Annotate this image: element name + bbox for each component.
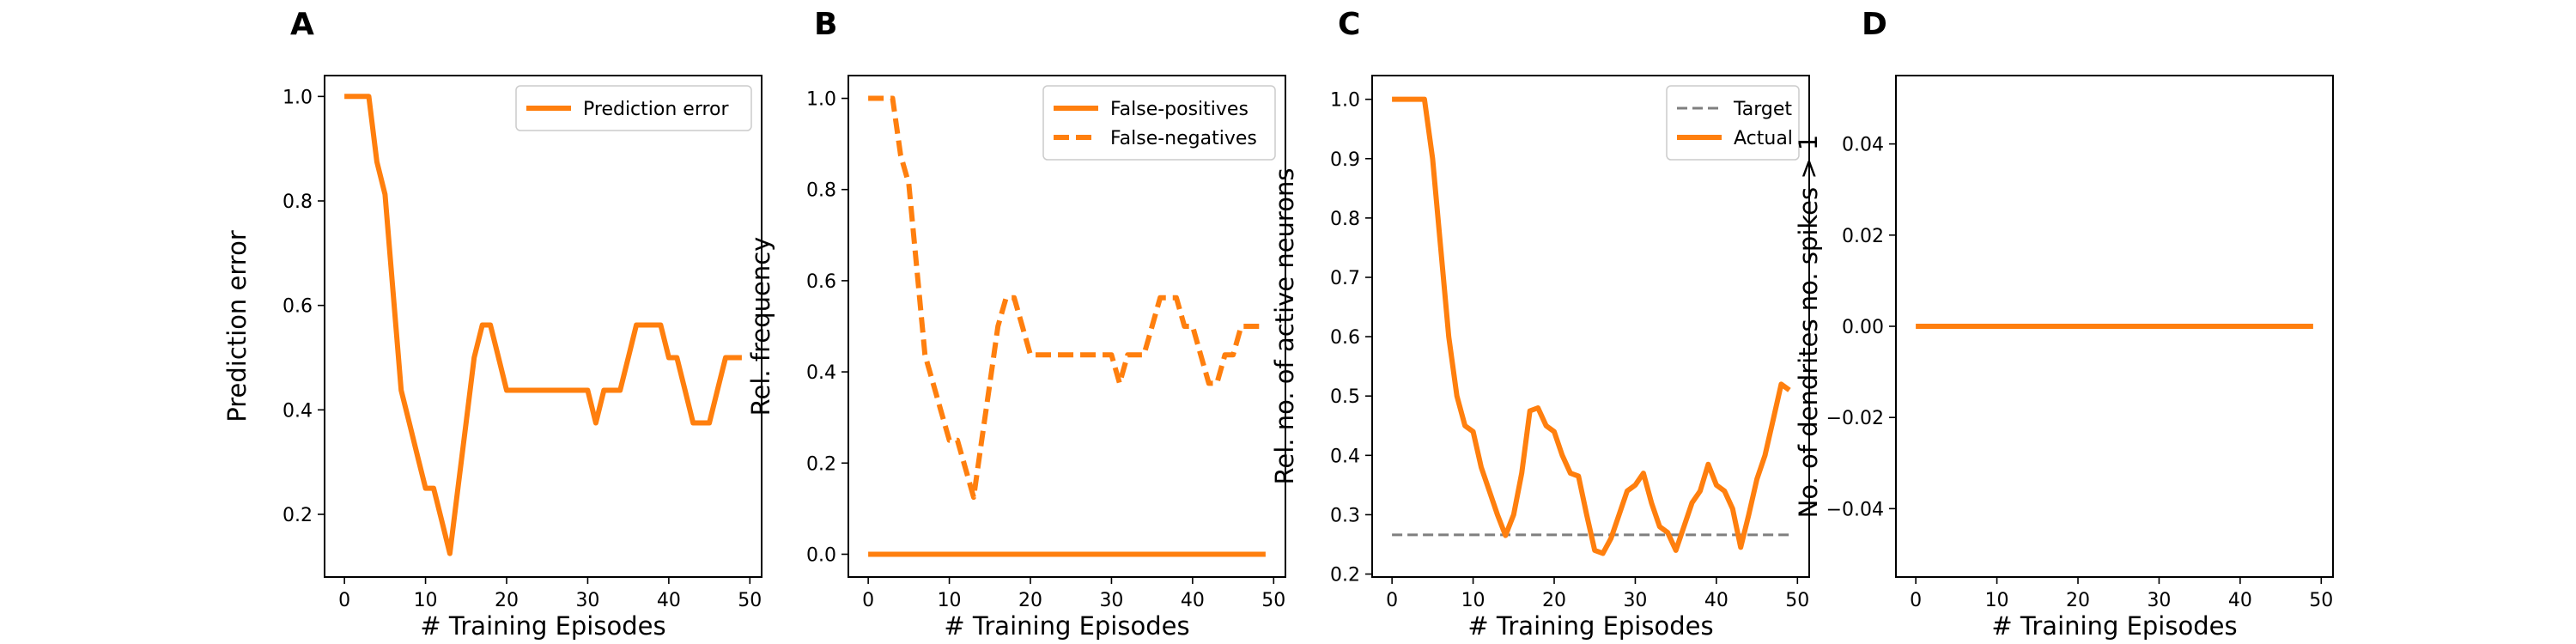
- axes-frame: [848, 75, 1286, 578]
- legend-box: [1042, 85, 1276, 161]
- legend-box: [1666, 85, 1800, 161]
- y-axis-label: No. of dendrites no. spikes > 1: [1794, 135, 1823, 519]
- x-tick-label: 50: [1261, 590, 1285, 611]
- panel-letter: B: [814, 7, 837, 42]
- x-tick-label: 50: [2309, 590, 2333, 611]
- x-tick-label: 30: [2147, 590, 2171, 611]
- x-tick-label: 10: [938, 590, 962, 611]
- legend: False-positives False-negatives: [1042, 85, 1276, 161]
- x-tick-label: 30: [575, 590, 599, 611]
- y-tick-label: 0.6: [806, 271, 836, 293]
- y-axis-label: Rel. frequency: [746, 237, 775, 416]
- legend: Prediction error: [515, 85, 752, 131]
- y-tick-label: 0.4: [1330, 446, 1360, 467]
- y-tick-label: 0.8: [283, 191, 313, 213]
- x-tick-label: 20: [1018, 590, 1042, 611]
- y-tick-label: −0.04: [1826, 499, 1884, 520]
- y-tick-label: 0.7: [1330, 268, 1360, 289]
- x-tick-label: 50: [1785, 590, 1809, 611]
- panel-letter: A: [290, 7, 314, 42]
- legend-box: [515, 85, 752, 131]
- y-tick-label: 0.02: [1842, 226, 1884, 247]
- axes-frame: [324, 75, 762, 578]
- x-tick-label: 10: [1985, 590, 2009, 611]
- y-tick-label: 0.00: [1842, 317, 1884, 338]
- y-tick-label: 0.2: [1330, 565, 1360, 586]
- series-line-actual: [1392, 96, 1791, 556]
- legend-label: False-negatives: [1110, 128, 1257, 149]
- x-tick-label: 0: [338, 590, 350, 611]
- x-axis-label: # Training Episodes: [1467, 611, 1713, 641]
- axes-frame: [1371, 75, 1810, 578]
- y-tick-label: 0.6: [1330, 327, 1360, 349]
- x-tick-label: 40: [2228, 590, 2252, 611]
- x-tick-label: 20: [2066, 590, 2090, 611]
- y-tick-label: 0.8: [806, 180, 836, 202]
- panel-letter: D: [1862, 7, 1887, 42]
- y-tick-label: 1.0: [1330, 90, 1360, 112]
- series-line-prediction-error: [344, 94, 742, 556]
- legend-label: Target: [1733, 99, 1792, 120]
- x-axis-label: # Training Episodes: [420, 611, 665, 641]
- y-tick-label: 0.2: [283, 505, 313, 526]
- y-tick-label: 0.5: [1330, 386, 1360, 408]
- y-tick-label: 1.0: [283, 87, 313, 108]
- y-tick-label: −0.02: [1826, 408, 1884, 429]
- x-tick-label: 10: [1461, 590, 1485, 611]
- chart-panel-a: A 0 10 20 30 40 50 0.2 0.4 0.6 0.8 1.0 # Training Ep…: [222, 7, 762, 641]
- x-tick-label: 30: [1623, 590, 1647, 611]
- x-tick-label: 50: [738, 590, 762, 611]
- x-tick-label: 40: [657, 590, 681, 611]
- chart-panel-c: C 0 10 20 30 40 50 0.2 0.3 0.4 0.5 0.6 0.7 0.8 0.9 1.0 #…: [1270, 7, 1810, 641]
- legend-label: Prediction error: [583, 99, 729, 120]
- y-axis-label: Rel. no. of active neurons: [1270, 168, 1299, 485]
- legend: Target Actual: [1666, 85, 1800, 161]
- y-tick-label: 0.4: [283, 400, 313, 422]
- legend-label: False-positives: [1110, 99, 1249, 120]
- series-line-false-negatives: [868, 95, 1266, 501]
- panel-letter: C: [1338, 7, 1360, 42]
- panels: A 0 10 20 30 40 50 0.2 0.4 0.6 0.8 1.0 # Training Ep…: [222, 7, 2334, 641]
- y-tick-label: 0.04: [1842, 135, 1884, 156]
- x-tick-label: 0: [1910, 590, 1922, 611]
- x-tick-label: 10: [414, 590, 438, 611]
- chart-panel-b: B 0 10 20 30 40 50 0.0 0.2 0.4 0.6 0.8 1.0 # Training…: [746, 7, 1286, 641]
- y-tick-label: 0.8: [1330, 209, 1360, 230]
- y-axis-label: Prediction error: [222, 230, 252, 422]
- x-tick-label: 40: [1181, 590, 1205, 611]
- y-tick-label: 0.0: [806, 544, 836, 566]
- y-tick-label: 0.2: [806, 453, 836, 475]
- y-tick-label: 0.9: [1330, 149, 1360, 171]
- x-tick-label: 20: [495, 590, 519, 611]
- y-tick-label: 0.4: [806, 362, 836, 384]
- x-tick-label: 20: [1542, 590, 1566, 611]
- x-axis-label: # Training Episodes: [1991, 611, 2237, 641]
- y-tick-label: 1.0: [806, 89, 836, 111]
- x-tick-label: 40: [1704, 590, 1728, 611]
- x-axis-label: # Training Episodes: [944, 611, 1189, 641]
- y-tick-label: 0.3: [1330, 505, 1360, 526]
- chart-panel-d: D 0 10 20 30 40 50 −0.04 −0.02 0.00 0.02 0.04 # Trai…: [1794, 7, 2334, 641]
- x-tick-label: 0: [862, 590, 874, 611]
- legend-label: Actual: [1734, 128, 1793, 149]
- x-tick-label: 30: [1099, 590, 1123, 611]
- y-tick-label: 0.6: [283, 296, 313, 318]
- x-tick-label: 0: [1386, 590, 1398, 611]
